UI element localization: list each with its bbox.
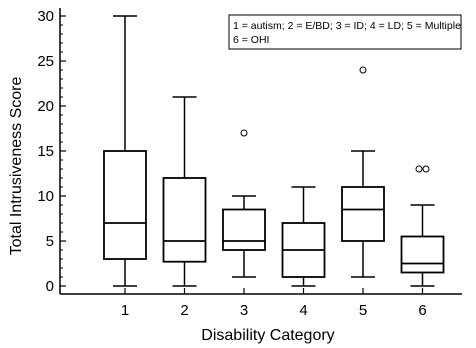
y-tick-label: 20	[37, 98, 54, 115]
x-tick-label: 2	[180, 302, 188, 319]
y-tick-label: 0	[46, 278, 54, 295]
y-tick-label: 30	[37, 8, 54, 25]
legend-line-2: 6 = OHI	[233, 34, 269, 46]
y-tick-label: 25	[37, 53, 54, 70]
box-category-3	[222, 129, 266, 278]
boxes-layer	[103, 15, 445, 287]
y-axis-title: Total Intrusiveness Score	[8, 77, 25, 256]
y-ticks: 0 5 10 15 20 25 30	[37, 8, 66, 295]
outlier-point	[359, 66, 367, 74]
x-tick-label: 5	[359, 302, 367, 319]
y-tick-label: 10	[37, 188, 54, 205]
y-tick-label: 5	[46, 233, 54, 250]
outlier-point	[240, 129, 248, 137]
iqr-box	[162, 177, 207, 263]
y-tick-label: 15	[37, 143, 54, 160]
box-category-6	[400, 165, 445, 287]
legend-line-1: 1 = autism; 2 = E/BD; 3 = ID; 4 = LD; 5 …	[233, 20, 461, 32]
x-tick-label: 4	[299, 302, 307, 319]
box-category-2	[162, 96, 207, 287]
box-category-4	[281, 186, 326, 287]
outlier-point	[415, 165, 423, 173]
x-axis-title: Disability Category	[201, 327, 334, 344]
iqr-box	[400, 235, 445, 274]
legend: 1 = autism; 2 = E/BD; 3 = ID; 4 = LD; 5 …	[228, 14, 462, 50]
x-ticks: 1 2 3 4 5 6	[121, 288, 427, 319]
legend-box	[228, 14, 462, 50]
iqr-box	[103, 150, 147, 260]
box-category-5	[341, 66, 385, 278]
x-tick-label: 1	[121, 302, 129, 319]
x-tick-label: 3	[240, 302, 248, 319]
x-tick-label: 6	[418, 302, 426, 319]
iqr-box	[222, 208, 266, 251]
box-category-1	[103, 15, 147, 287]
iqr-box	[341, 186, 385, 242]
outlier-point	[422, 165, 430, 173]
